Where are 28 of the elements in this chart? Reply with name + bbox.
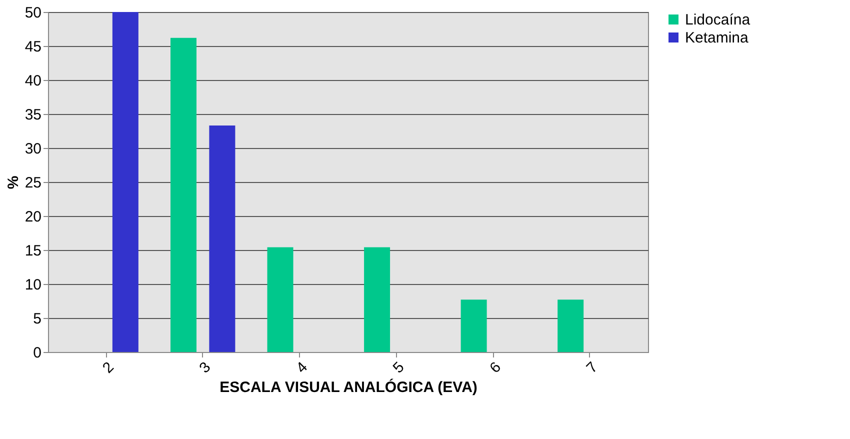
y-tick-label: 10 (24, 276, 42, 294)
bar (209, 126, 236, 352)
legend-label: Ketamina (685, 30, 750, 46)
bar (558, 300, 584, 352)
y-tick-label: 45 (24, 38, 42, 56)
bar (112, 12, 138, 352)
y-tick-label: 20 (24, 208, 42, 226)
x-tick-label: 7 (583, 358, 602, 377)
y-tick-label: 25 (24, 174, 42, 192)
y-tick-label: 15 (24, 242, 42, 260)
bar (364, 247, 390, 352)
y-tick-label: 40 (24, 72, 42, 90)
x-axis-title: ESCALA VISUAL ANALÓGICA (EVA) (220, 378, 478, 396)
legend-label: Lidocaína (685, 12, 751, 28)
y-axis-title: % (4, 176, 22, 190)
y-tick-label: 50 (24, 4, 42, 22)
x-tick-label: 5 (390, 358, 408, 377)
y-tick-label: 0 (33, 344, 42, 362)
x-tick-label: 2 (99, 358, 118, 377)
bar (170, 38, 196, 352)
x-tick-label: 4 (293, 358, 311, 377)
bar (267, 247, 294, 352)
y-tick-label: 35 (24, 106, 42, 124)
y-tick-label: 30 (24, 140, 42, 158)
bar (460, 300, 487, 352)
x-tick-label: 6 (486, 358, 504, 377)
y-tick-label: 5 (33, 310, 42, 328)
x-tick-label: 3 (196, 358, 214, 377)
